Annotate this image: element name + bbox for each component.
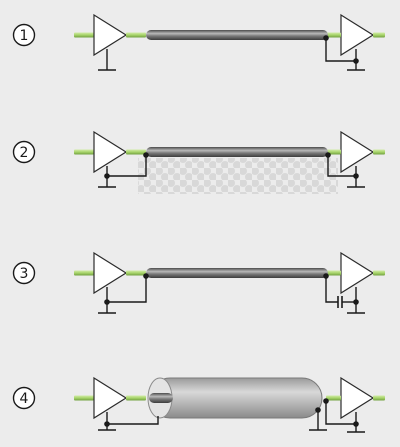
input-signal-line xyxy=(74,149,94,155)
diagram-label: 2 xyxy=(20,145,29,161)
outer-shield xyxy=(149,377,323,419)
label-circle xyxy=(12,386,36,410)
shielded-cable xyxy=(146,268,328,278)
label-circle xyxy=(12,140,36,164)
label-circle xyxy=(12,261,36,285)
right-amplifier xyxy=(340,251,375,295)
signal-line-left xyxy=(126,149,146,155)
right-shield-wire xyxy=(327,155,356,177)
shielded-cable xyxy=(146,30,328,40)
signal-line-left xyxy=(126,395,146,401)
left-amplifier xyxy=(93,130,128,174)
diagram-1: 1 xyxy=(12,13,385,71)
diagram-4: 4 xyxy=(12,376,385,433)
signal-line-right xyxy=(326,32,341,38)
right-amplifier xyxy=(340,13,375,57)
diagram-2: 2 xyxy=(12,130,385,194)
right-amplifier xyxy=(340,376,375,420)
right-junction-dot xyxy=(353,421,359,427)
input-signal-line xyxy=(74,270,94,276)
left-amplifier xyxy=(93,13,128,57)
signal-line-left xyxy=(126,32,146,38)
label-circle xyxy=(12,23,36,47)
left-junction-dot xyxy=(104,299,110,305)
output-signal-line xyxy=(373,270,385,276)
left-shield-wire xyxy=(107,155,147,177)
right-junction-dot xyxy=(353,173,359,179)
ground-loop-area xyxy=(138,158,338,194)
left-shield-wire xyxy=(107,276,147,303)
ground-junction-dot xyxy=(353,58,359,64)
input-signal-line xyxy=(74,32,94,38)
left-amplifier xyxy=(93,251,128,295)
output-signal-line xyxy=(373,149,385,155)
left-amplifier xyxy=(93,376,128,420)
right-junction-dot xyxy=(353,299,359,305)
right-amplifier xyxy=(340,130,375,174)
diagram-label: 1 xyxy=(20,28,29,44)
shielded-cable xyxy=(146,147,328,157)
output-signal-line xyxy=(373,32,385,38)
signal-line-left xyxy=(126,270,146,276)
shield-ground-wire xyxy=(325,38,356,62)
left-junction-dot xyxy=(104,173,110,179)
output-signal-line xyxy=(373,395,385,401)
right-shield-wire xyxy=(325,401,356,425)
outer-shield-left-wire xyxy=(107,416,159,425)
signal-line-right xyxy=(326,395,341,401)
right-shield-wire xyxy=(325,276,338,303)
input-signal-line xyxy=(74,395,94,401)
diagram-label: 3 xyxy=(20,266,29,282)
inner-cable-stub xyxy=(149,393,173,403)
signal-line-right xyxy=(326,270,341,276)
diagram-3: 3 xyxy=(12,251,385,314)
left-junction-dot xyxy=(104,421,110,427)
diagram-label: 4 xyxy=(20,391,29,407)
